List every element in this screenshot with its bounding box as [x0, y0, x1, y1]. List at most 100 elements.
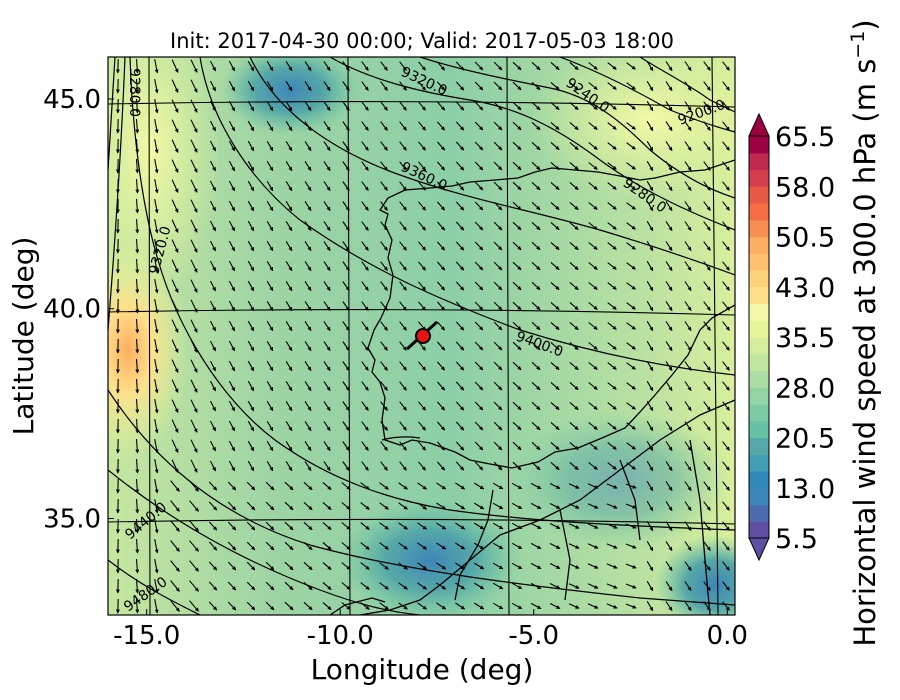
- wind-arrow: [550, 81, 560, 91]
- wind-arrow: [646, 241, 654, 252]
- wind-arrow: [455, 201, 465, 211]
- wind-arrow: [531, 441, 541, 451]
- wind-arrow: [322, 481, 332, 491]
- wind-arrow: [703, 561, 711, 571]
- wind-arrow: [588, 382, 598, 390]
- wind-arrow: [227, 541, 237, 551]
- x-tick-label: -5.0: [508, 621, 559, 651]
- wind-arrow: [135, 138, 140, 154]
- wind-arrow: [588, 162, 598, 170]
- wind-arrow: [550, 461, 560, 471]
- wind-arrow: [342, 141, 350, 151]
- colorbar-segment: [749, 370, 769, 388]
- wind-arrow: [266, 441, 274, 452]
- wind-arrow: [323, 281, 331, 292]
- wind-arrow: [190, 259, 198, 273]
- wind-arrow: [665, 121, 673, 132]
- wind-arrow: [665, 221, 673, 232]
- wind-arrow: [170, 580, 180, 592]
- wind-arrow: [284, 581, 294, 591]
- wind-arrow: [361, 101, 369, 111]
- colorbar-segment: [749, 286, 769, 305]
- wind-arrow: [588, 342, 598, 350]
- wind-arrow: [531, 261, 541, 271]
- wind-arrow: [588, 202, 598, 210]
- wind-arrow: [154, 278, 159, 294]
- wind-arrow: [587, 583, 599, 589]
- wind-arrow: [417, 562, 427, 570]
- wind-arrow: [399, 361, 407, 371]
- wind-arrow: [418, 281, 426, 291]
- low-wind-shading-south: [340, 500, 520, 615]
- wind-arrow: [323, 181, 331, 192]
- wind-arrow: [190, 59, 198, 73]
- wind-arrow: [285, 341, 293, 352]
- wind-arrow: [703, 61, 711, 71]
- wind-arrow: [606, 523, 618, 529]
- wind-arrow: [322, 601, 332, 611]
- wind-arrow: [684, 321, 692, 331]
- wind-arrow: [474, 502, 485, 510]
- wind-arrow: [646, 501, 654, 512]
- wind-arrow: [399, 381, 407, 391]
- wind-arrow: [722, 181, 730, 191]
- wind-arrow: [380, 441, 388, 451]
- wind-arrow: [342, 461, 350, 471]
- wind-arrow: [684, 341, 692, 351]
- wind-arrow: [493, 321, 503, 331]
- wind-arrow: [228, 340, 236, 352]
- wind-arrow: [418, 261, 426, 271]
- wind-arrow: [171, 419, 179, 433]
- wind-arrow: [266, 141, 274, 152]
- wind-arrow: [380, 261, 388, 271]
- wind-arrow: [342, 161, 350, 171]
- wind-arrow: [246, 581, 256, 591]
- wind-arrow: [380, 461, 388, 471]
- wind-arrow: [361, 181, 369, 191]
- wind-arrow: [722, 561, 730, 571]
- wind-arrow: [493, 361, 503, 371]
- wind-arrow: [512, 441, 522, 451]
- y-axis-ticks: 35.0 40.0 45.0: [43, 85, 114, 535]
- wind-arrow: [569, 141, 579, 151]
- wind-arrow: [323, 101, 331, 112]
- colorbar-segment: [749, 320, 769, 338]
- wind-arrow: [474, 241, 484, 251]
- wind-arrow: [722, 61, 730, 71]
- wind-arrow: [210, 220, 216, 232]
- wind-arrow: [171, 459, 179, 473]
- wind-arrow: [512, 221, 522, 231]
- wind-arrow: [360, 482, 370, 490]
- wind-arrow: [208, 481, 218, 491]
- wind-arrow: [492, 482, 504, 490]
- wind-arrow: [530, 522, 542, 530]
- wind-arrow: [492, 602, 504, 610]
- colorbar-segment: [749, 186, 769, 204]
- wind-arrow: [474, 261, 484, 271]
- wind-arrow: [341, 502, 351, 510]
- wind-arrow: [703, 101, 711, 111]
- colorbar-segment: [749, 219, 769, 238]
- wind-arrow: [531, 161, 541, 171]
- wind-arrow: [171, 199, 179, 213]
- wind-arrow: [436, 401, 446, 411]
- wind-arrow: [436, 281, 446, 291]
- wind-arrow: [665, 561, 673, 572]
- wind-arrow: [588, 262, 598, 270]
- wind-arrow: [360, 542, 370, 550]
- wind-arrow: [210, 240, 216, 252]
- wind-arrow: [512, 401, 522, 411]
- wind-arrow: [265, 601, 275, 611]
- wind-arrow: [684, 81, 692, 91]
- wind-arrow: [646, 81, 654, 92]
- wind-arrow: [228, 260, 236, 272]
- wind-arrow: [684, 541, 692, 551]
- wind-arrow: [703, 481, 711, 491]
- wind-arrow: [549, 583, 561, 589]
- wind-arrow: [530, 542, 542, 550]
- wind-arrow: [455, 81, 465, 91]
- colorbar-segment: [749, 203, 769, 221]
- wind-arrow: [135, 98, 140, 114]
- colorbar-min-extension: [748, 537, 770, 562]
- wind-arrow: [171, 179, 179, 193]
